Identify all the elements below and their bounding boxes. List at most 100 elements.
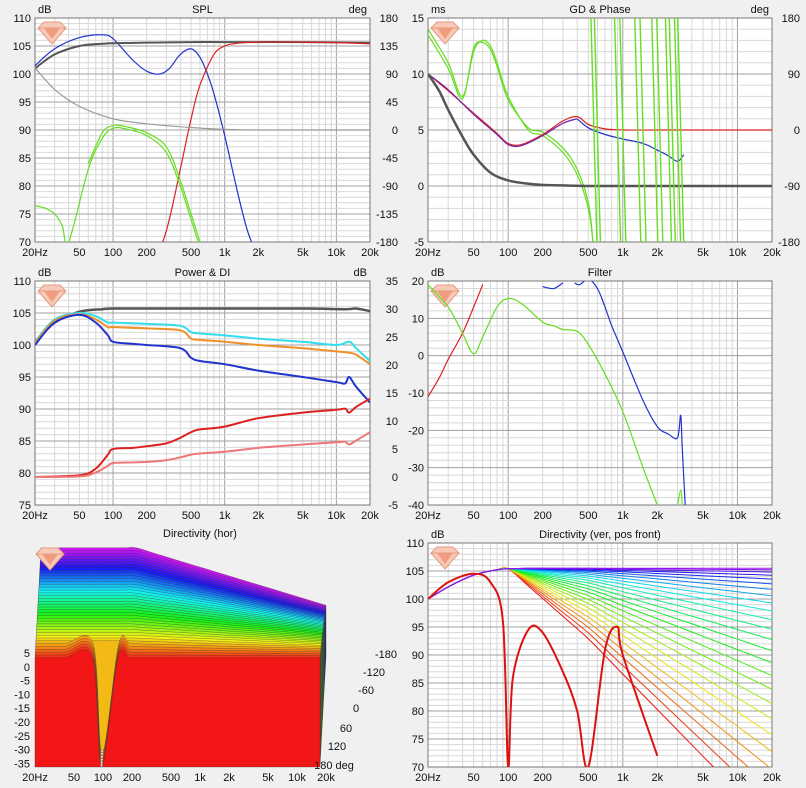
x-tick-label: 500 xyxy=(579,247,597,259)
y-tick-label: 80 xyxy=(19,181,31,193)
gd-phase-series-1-line xyxy=(428,34,594,242)
y-tick-label-right: -180 xyxy=(778,237,800,249)
x-tick-label: 50 xyxy=(73,247,85,259)
x-tick-label: 100 xyxy=(499,510,517,522)
x-tick-label: 2k xyxy=(253,247,265,259)
angle-tick-label: -120 xyxy=(363,667,385,679)
y-tick-label: 75 xyxy=(19,209,31,221)
y-tick-label: 100 xyxy=(13,69,31,81)
x-tick-label: 20k xyxy=(317,772,335,784)
spl-series-0-line xyxy=(35,34,253,242)
x-tick-label: 20k xyxy=(763,247,781,259)
x-tick-label: 100 xyxy=(499,772,517,784)
y-tick-label: 90 xyxy=(412,650,424,662)
y-tick-label-right: -180 xyxy=(376,237,398,249)
x-tick-label: 200 xyxy=(533,510,551,522)
x-tick-label: 2k xyxy=(652,247,664,259)
y-tick-label: -20 xyxy=(408,425,424,437)
gd-phase-series-0-line xyxy=(428,28,594,242)
y-tick-label: 105 xyxy=(13,41,31,53)
x-tick-label: 200 xyxy=(137,247,155,259)
x-tick-label: 5k xyxy=(697,247,709,259)
y-tick-label: -5 xyxy=(20,676,30,688)
y-tick-label: -10 xyxy=(408,388,424,400)
x-tick-label: 1k xyxy=(617,247,629,259)
y-tick-label: 90 xyxy=(19,404,31,416)
y-tick-label: 80 xyxy=(412,706,424,718)
y-tick-label: -30 xyxy=(408,463,424,475)
x-tick-label: 2k xyxy=(652,510,664,522)
y-tick-label: -40 xyxy=(408,500,424,512)
x-tick-label: 10k xyxy=(328,247,346,259)
y-tick-label-right: 45 xyxy=(386,97,398,109)
speaker-diamond-logo-icon xyxy=(35,547,65,571)
y-tick-label-right: 0 xyxy=(392,125,398,137)
x-tick-label: 1k xyxy=(617,510,629,522)
power-di-ylabel-right: dB xyxy=(354,267,367,279)
directivity-ver-curve xyxy=(428,567,772,600)
gd-phase-wrap-line xyxy=(639,18,647,242)
filter-series-0-line xyxy=(428,284,484,398)
x-tick-label: 20k xyxy=(361,510,379,522)
x-tick-label: 2k xyxy=(223,772,235,784)
x-tick-label: 200 xyxy=(533,247,551,259)
y-tick-label-right: -90 xyxy=(784,181,800,193)
y-tick-label-right: 0 xyxy=(392,472,398,484)
y-tick-label: 110 xyxy=(13,13,31,25)
x-tick-label: 50 xyxy=(73,510,85,522)
gd-phase-wrap-line xyxy=(673,18,682,242)
speaker-diamond-logo-icon xyxy=(430,284,460,308)
power-di-series-1-line xyxy=(35,311,370,362)
gd-phase-wrap-line xyxy=(677,18,685,242)
y-tick-label: 75 xyxy=(19,500,31,512)
x-tick-label: 10k xyxy=(729,510,747,522)
angle-tick-label: 0 xyxy=(353,703,359,715)
directivity-ver-ylabel-left: dB xyxy=(431,529,444,541)
y-tick-label: -15 xyxy=(14,703,30,715)
y-tick-label-right: -5 xyxy=(388,500,398,512)
x-tick-label: 20k xyxy=(763,510,781,522)
filter-plot xyxy=(427,280,773,506)
y-tick-label: -35 xyxy=(14,758,30,770)
y-tick-label-right: 30 xyxy=(386,304,398,316)
power-di-series-3-line xyxy=(35,313,370,404)
x-tick-label: 500 xyxy=(579,510,597,522)
y-tick-label-right: 5 xyxy=(392,444,398,456)
y-tick-label-right: 0 xyxy=(794,125,800,137)
x-tick-label: 100 xyxy=(104,247,122,259)
y-tick-label-right: 90 xyxy=(788,69,800,81)
x-tick-label: 20Hz xyxy=(22,510,48,522)
gd-phase-wrap-line xyxy=(664,18,673,242)
gd-phase-series-4-line xyxy=(428,73,578,148)
directivity-ver-main-curve xyxy=(428,572,659,767)
x-tick-label: 500 xyxy=(162,772,180,784)
speaker-diamond-logo-icon xyxy=(430,546,460,570)
gd-phase-series-2-line xyxy=(428,73,772,146)
spl-series-4-line xyxy=(35,126,199,242)
y-tick-label-right: 25 xyxy=(386,332,398,344)
speaker-diamond-logo-icon xyxy=(430,21,460,45)
y-tick-label: 85 xyxy=(19,436,31,448)
x-tick-label: 20Hz xyxy=(22,772,48,784)
x-tick-label: 20Hz xyxy=(415,772,441,784)
filter-series-2-line xyxy=(676,489,683,505)
spl-ylabel-left: dB xyxy=(38,4,51,16)
x-tick-label: 5k xyxy=(697,510,709,522)
x-tick-label: 200 xyxy=(533,772,551,784)
gd-phase-wrap-line xyxy=(668,18,676,242)
x-tick-label: 1k xyxy=(194,772,206,784)
gd-phase-series-5-line xyxy=(428,73,772,188)
filter-series-3-line xyxy=(574,281,686,505)
angle-tick-label: -60 xyxy=(358,685,374,697)
y-tick-label: 110 xyxy=(406,538,424,550)
x-tick-label: 10k xyxy=(288,772,306,784)
angle-tick-label: 60 xyxy=(340,723,352,735)
y-tick-label-right: 20 xyxy=(386,360,398,372)
y-tick-label: -5 xyxy=(414,237,424,249)
power-di-series-5-line xyxy=(35,431,370,478)
x-tick-label: 50 xyxy=(468,510,480,522)
y-tick-label: 80 xyxy=(19,468,31,480)
y-tick-label-right: 90 xyxy=(386,69,398,81)
x-tick-label: 5k xyxy=(297,247,309,259)
